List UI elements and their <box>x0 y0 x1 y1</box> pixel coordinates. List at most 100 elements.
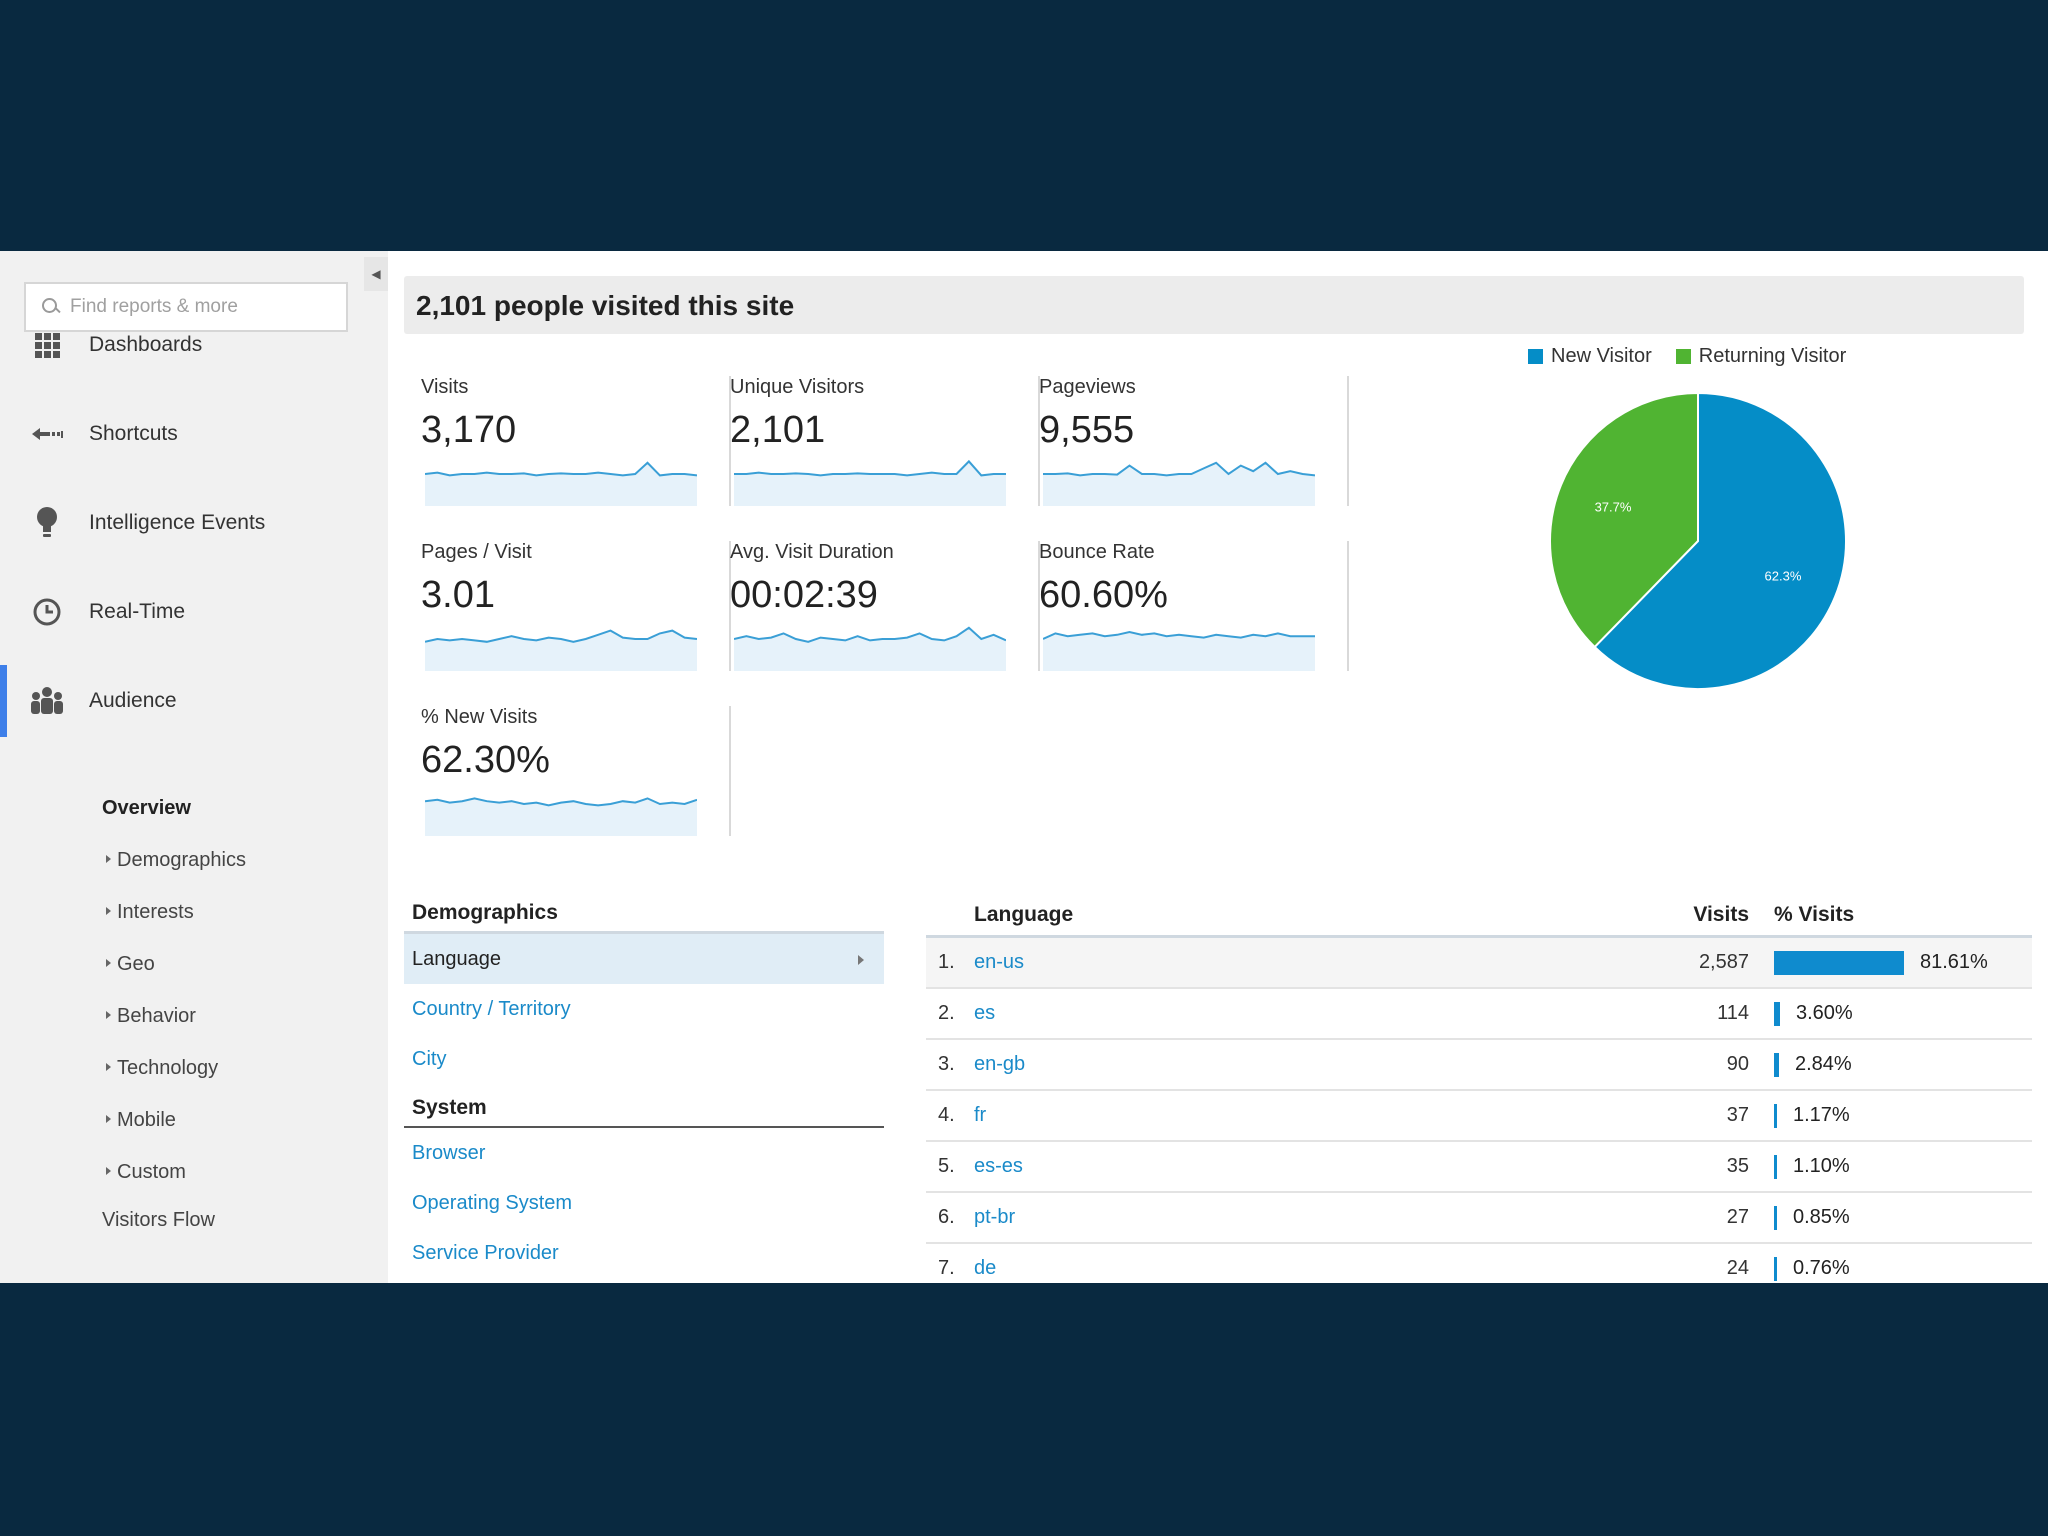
nav-dashboards[interactable]: Dashboards <box>0 315 388 375</box>
demographics-header: Demographics <box>404 901 884 934</box>
nav-real-time[interactable]: Real-Time <box>0 582 388 642</box>
row-pct-visits: 3.60% <box>1796 1002 1853 1024</box>
nav-label: Intelligence Events <box>89 511 266 534</box>
metric-pageviews[interactable]: Pageviews 9,555 <box>1039 376 1349 506</box>
row-rank: 5. <box>938 1155 955 1177</box>
nav-audience-behavior[interactable]: Behavior <box>106 1005 196 1028</box>
row-rank: 6. <box>938 1206 955 1228</box>
legend-label: Returning Visitor <box>1698 345 1847 367</box>
metric-label: Pageviews <box>1039 376 1136 398</box>
language-link[interactable]: de <box>974 1257 997 1279</box>
language-link[interactable]: pt-br <box>974 1206 1016 1228</box>
row-pct-visits: 1.17% <box>1793 1104 1850 1126</box>
language-link[interactable]: en-gb <box>974 1053 1026 1075</box>
nav-label: Audience <box>89 689 177 712</box>
sparkline-chart <box>425 797 697 836</box>
nav-audience[interactable]: Audience <box>0 665 388 737</box>
column-header-pct-visits[interactable]: % Visits <box>1774 903 1855 926</box>
demographics-panel: Demographics Language Country / Territor… <box>404 901 884 1278</box>
row-pct-visits: 81.61% <box>1920 951 1988 973</box>
analytics-app: ◀ Dashboards Shortcuts Intelligence Events… <box>0 251 2048 1283</box>
row-pct-visits: 2.84% <box>1795 1053 1852 1075</box>
table-body: 1. en-us 2,587 81.61% 2. es 114 3.60% 3. en-gb 90 2… <box>926 938 2032 1283</box>
row-visits: 35 <box>1726 1155 1749 1177</box>
shortcuts-arrow-icon <box>30 417 64 451</box>
lightbulb-icon <box>30 506 64 540</box>
sparkline-chart <box>1043 630 1315 671</box>
row-visits: 2,587 <box>1698 951 1749 973</box>
table-header: Language Visits % Visits <box>926 901 2032 938</box>
legend-label: New Visitor <box>1551 345 1652 367</box>
language-link[interactable]: es <box>974 1002 996 1024</box>
page-title-bar: 2,101 people visited this site <box>404 276 2024 334</box>
metric-new-visits[interactable]: % New Visits 62.30% <box>421 706 731 836</box>
demographics-item-language[interactable]: Language <box>404 934 884 984</box>
search-box[interactable] <box>24 282 348 332</box>
nav-audience-mobile[interactable]: Mobile <box>106 1109 176 1132</box>
page-title: 2,101 people visited this site <box>416 290 795 321</box>
nav-audience-interests[interactable]: Interests <box>106 901 194 924</box>
row-visits: 37 <box>1726 1104 1749 1126</box>
row-pct-visits: 1.10% <box>1793 1155 1850 1177</box>
column-header-language[interactable]: Language <box>974 903 1074 926</box>
nav-intelligence-events[interactable]: Intelligence Events <box>0 493 388 553</box>
legend-item-returning-visitor[interactable]: Returning Visitor <box>1675 345 1847 368</box>
sparkline-chart <box>734 459 1006 506</box>
pie-slice-label: 37.7% <box>1595 499 1632 514</box>
language-link[interactable]: es-es <box>974 1155 1023 1177</box>
system-item-os[interactable]: Operating System <box>412 1191 573 1214</box>
demographics-item-city[interactable]: City <box>412 1047 447 1070</box>
nav-audience-custom[interactable]: Custom <box>106 1161 186 1184</box>
metric-value: 3.01 <box>421 574 495 616</box>
search-input[interactable] <box>68 295 332 319</box>
pie-slice-new-visitor[interactable] <box>1593 391 1847 690</box>
row-visits: 24 <box>1726 1257 1749 1279</box>
visits-share-bar <box>1774 1206 1777 1230</box>
nav-shortcuts[interactable]: Shortcuts <box>0 404 388 464</box>
metric-bounce-rate[interactable]: Bounce Rate 60.60% <box>1039 541 1349 671</box>
pie-slice-returning-visitor[interactable] <box>1549 391 1699 649</box>
sparkline-chart <box>1043 461 1315 506</box>
dashboards-grid-icon <box>30 328 64 362</box>
metric-value: 00:02:39 <box>730 574 878 616</box>
language-link[interactable]: fr <box>974 1104 987 1126</box>
sparkline-chart <box>734 626 1006 671</box>
metric-value: 62.30% <box>421 739 550 781</box>
metric-label: Pages / Visit <box>421 541 532 563</box>
main-content: 2,101 people visited this site Visits 3,1… <box>388 251 2048 1283</box>
table-row: 7. de 24 0.76% <box>926 1244 2032 1283</box>
nav-audience-demographics[interactable]: Demographics <box>106 849 246 872</box>
legend-item-new-visitor[interactable]: New Visitor <box>1528 345 1652 368</box>
row-rank: 4. <box>938 1104 955 1126</box>
language-table: Language Visits % Visits 1. en-us 2,587 81.… <box>926 901 2032 1283</box>
demographics-item-country[interactable]: Country / Territory <box>412 997 571 1020</box>
sparkline-chart <box>425 461 697 506</box>
metric-value: 60.60% <box>1039 574 1168 616</box>
nav-audience-overview[interactable]: Overview <box>102 797 191 819</box>
language-link[interactable]: en-us <box>974 951 1025 973</box>
system-header: System <box>404 1096 884 1128</box>
nav-audience-geo[interactable]: Geo <box>106 953 155 976</box>
nav-label: Real-Time <box>89 600 186 623</box>
metric-value: 9,555 <box>1039 409 1135 451</box>
system-item-service-provider[interactable]: Service Provider <box>412 1241 559 1264</box>
column-header-visits[interactable]: Visits <box>1693 903 1749 926</box>
metric-avg-visit-duration[interactable]: Avg. Visit Duration 00:02:39 <box>730 541 1040 671</box>
nav-label: Dashboards <box>89 333 203 356</box>
metric-pages-visit[interactable]: Pages / Visit 3.01 <box>421 541 731 671</box>
metric-unique-visitors[interactable]: Unique Visitors 2,101 <box>730 376 1040 506</box>
visits-share-bar <box>1774 1104 1777 1128</box>
legend-swatch <box>1528 349 1543 364</box>
system-item-browser[interactable]: Browser <box>412 1141 486 1164</box>
visits-share-bar <box>1774 1257 1777 1281</box>
clock-icon <box>30 595 64 629</box>
metric-label: Unique Visitors <box>730 376 865 398</box>
visits-share-bar <box>1774 1155 1777 1179</box>
row-visits: 114 <box>1717 1002 1749 1024</box>
nav-audience-technology[interactable]: Technology <box>106 1057 218 1080</box>
nav-label: Shortcuts <box>89 422 178 445</box>
nav-audience-visitors-flow[interactable]: Visitors Flow <box>102 1209 215 1231</box>
collapse-sidebar-button[interactable]: ◀ <box>364 257 388 291</box>
row-pct-visits: 0.85% <box>1793 1206 1850 1228</box>
metric-visits[interactable]: Visits 3,170 <box>421 376 731 506</box>
